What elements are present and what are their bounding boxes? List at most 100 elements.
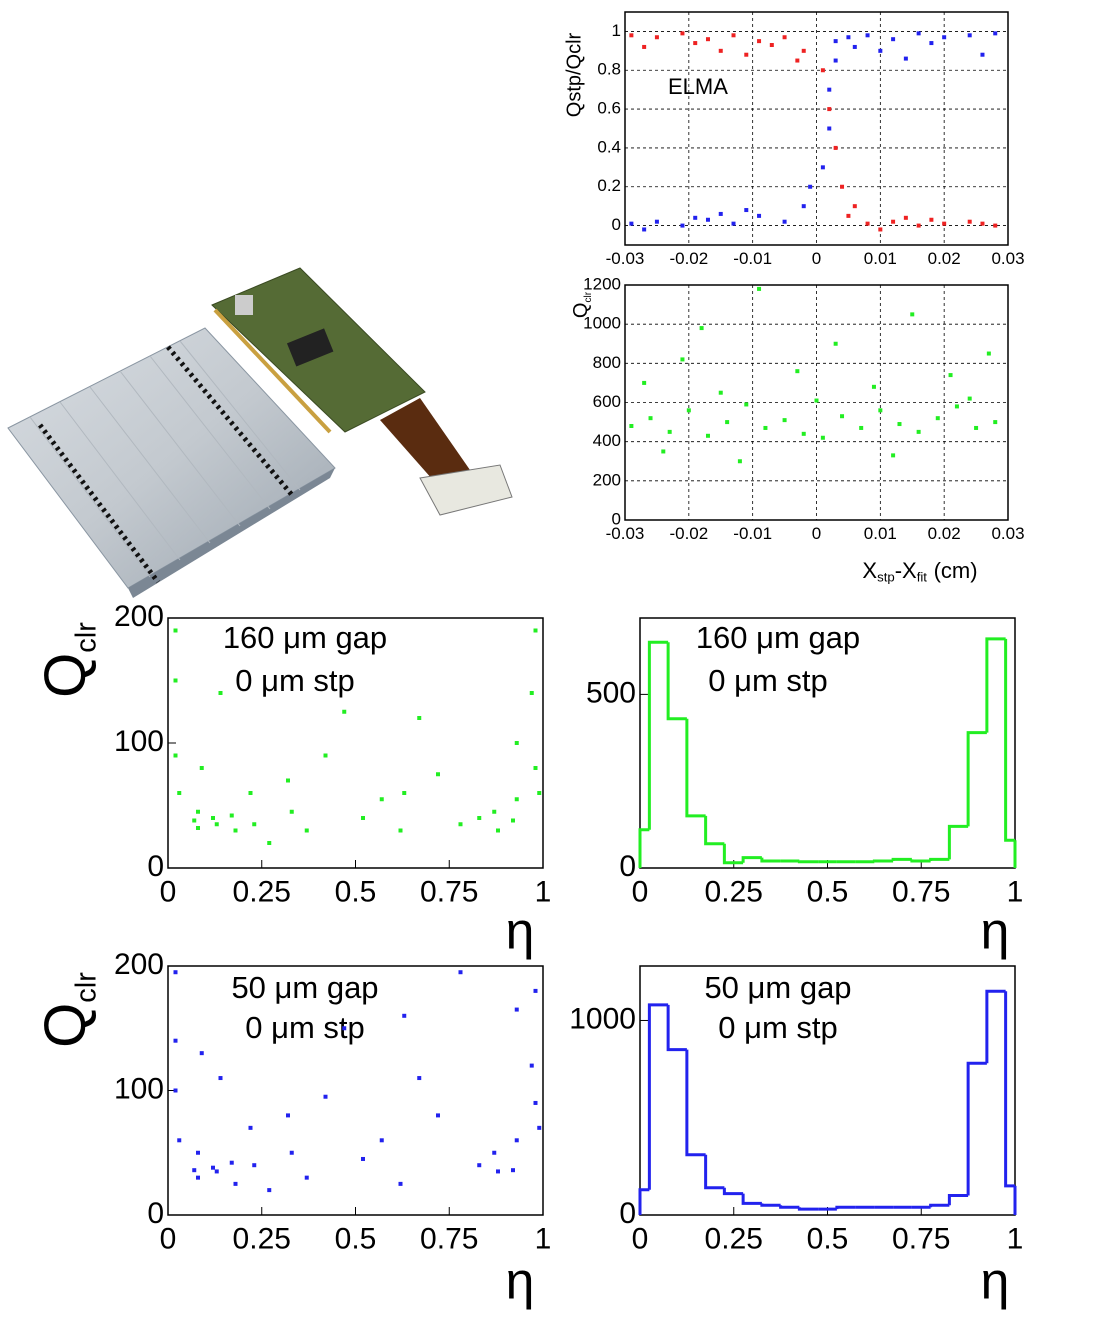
point [757, 39, 762, 44]
point [705, 433, 710, 438]
point [661, 449, 666, 454]
point [196, 809, 200, 814]
y-tick-label: 0.8 [597, 60, 621, 79]
hist-bin [666, 1004, 687, 1052]
point [846, 213, 851, 218]
point [840, 184, 845, 189]
x-axis-label-part: (cm) [934, 558, 978, 583]
x-tick-label: -0.02 [669, 249, 708, 268]
y-axis-label: Qclr [33, 972, 102, 1048]
x-tick-label: 1 [1007, 875, 1024, 908]
point [514, 1138, 519, 1143]
x-tick-label: 0.75 [892, 875, 950, 908]
hist-bin [741, 856, 762, 863]
point [871, 384, 876, 389]
hist-bin [891, 857, 912, 862]
point [718, 48, 723, 53]
x-tick-label: -0.01 [733, 249, 772, 268]
hist-bin [741, 1193, 762, 1205]
y-tick-label: 600 [593, 392, 621, 411]
point [492, 809, 497, 814]
y-tick-label: 0 [619, 1197, 636, 1230]
point [267, 1188, 272, 1193]
point [529, 1063, 534, 1068]
point [458, 970, 463, 975]
point [942, 35, 947, 40]
point [808, 184, 813, 189]
point [379, 1138, 384, 1143]
point [731, 33, 736, 38]
point [533, 1100, 538, 1105]
point [878, 48, 883, 53]
x-tick-label: 0.25 [233, 875, 291, 908]
point [654, 219, 659, 224]
y-tick-label: 0.4 [597, 137, 621, 156]
x-tick-label: 0.03 [991, 249, 1024, 268]
point [196, 1175, 200, 1180]
y-tick-label: 100 [114, 1072, 164, 1105]
hist-bin [985, 637, 1006, 733]
point [323, 753, 328, 758]
point [891, 219, 896, 224]
point [248, 1125, 253, 1130]
point [993, 420, 998, 425]
point [196, 826, 200, 830]
annotation: 160 μm gap [696, 620, 860, 655]
point [916, 223, 921, 228]
x-tick-label: 0.03 [991, 524, 1024, 543]
y-tick-label: 0 [612, 509, 621, 528]
x-tick-label: 0.5 [335, 1222, 377, 1255]
hist-bin [985, 989, 1006, 1064]
point [833, 341, 838, 346]
point [993, 223, 998, 228]
point [942, 221, 947, 226]
point [916, 31, 921, 36]
x-tick-label: 0.5 [807, 1222, 849, 1255]
point [173, 753, 178, 758]
point [304, 828, 309, 833]
point [629, 221, 634, 226]
point [852, 44, 857, 49]
annotation: 50 μm gap [231, 970, 378, 1005]
point [897, 422, 902, 427]
hist-bin [666, 642, 687, 721]
x-axis-label-part: -X [895, 558, 917, 583]
point [935, 416, 940, 421]
point [718, 211, 723, 216]
point [820, 68, 825, 73]
point [192, 1168, 197, 1173]
hist-bin [872, 859, 894, 863]
x-tick-label: 1 [535, 875, 552, 908]
point [361, 816, 365, 820]
y-tick-label: 1000 [569, 1002, 636, 1035]
annotation: 0 μm stp [245, 1010, 365, 1045]
point [782, 418, 787, 423]
point [218, 1076, 223, 1081]
point [537, 1125, 542, 1130]
point [852, 204, 857, 209]
point [705, 37, 710, 42]
x-tick-label: 0.5 [807, 875, 849, 908]
point [402, 1013, 407, 1018]
point [192, 818, 197, 823]
y-axis-label-part: clr [70, 972, 102, 1003]
y-tick-label: 1200 [583, 274, 621, 293]
x-tick-label: 1 [1007, 1222, 1024, 1255]
point [833, 39, 838, 44]
point [514, 797, 519, 802]
annotation: 50 μm gap [704, 970, 851, 1005]
point [533, 628, 538, 633]
hist-bin [910, 859, 931, 863]
point [173, 1038, 178, 1043]
point [910, 312, 915, 317]
y-axis-label: Qclr [570, 291, 593, 318]
x-axis-label: η [506, 903, 535, 961]
hist-bin [685, 1049, 706, 1157]
point [529, 691, 534, 695]
hist-bin [722, 843, 744, 865]
annotation: 0 μm stp [718, 1010, 838, 1045]
y-tick-label: 0 [619, 850, 636, 883]
point [948, 373, 953, 378]
point [417, 1076, 422, 1081]
point [833, 145, 838, 150]
